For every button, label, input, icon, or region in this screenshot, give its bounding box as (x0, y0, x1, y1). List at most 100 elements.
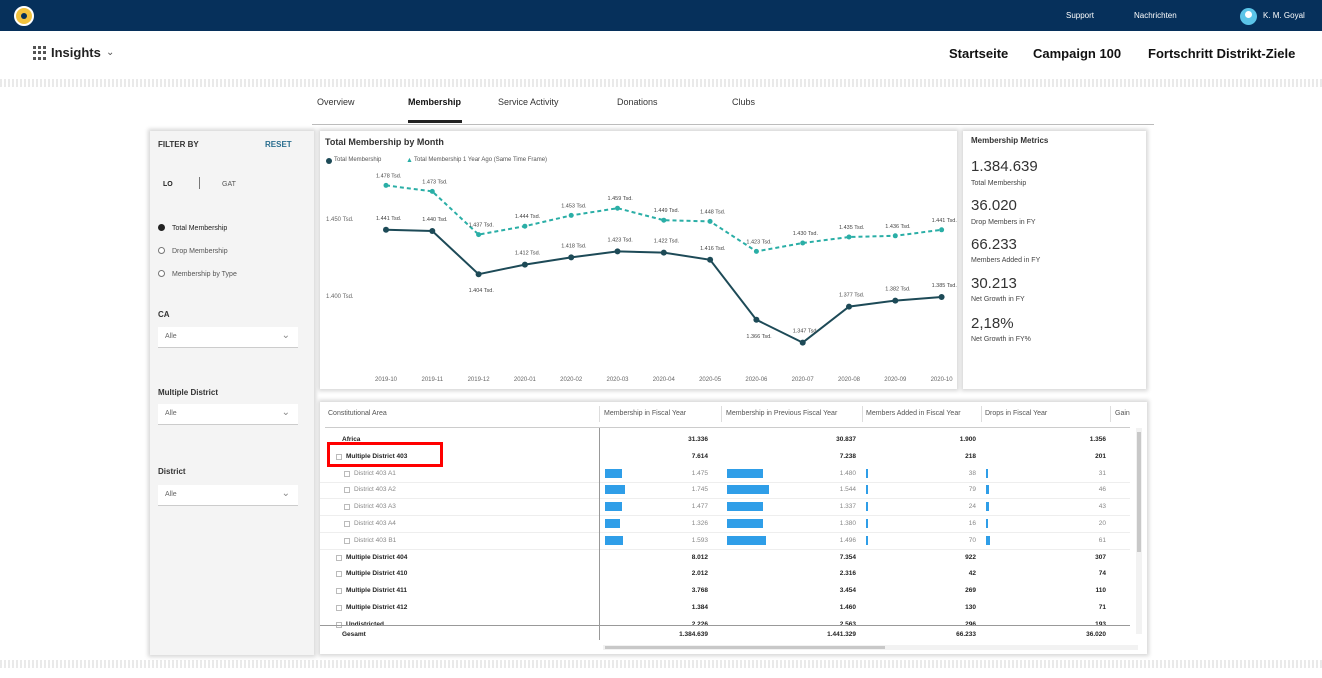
scrollbar-thumb[interactable] (1137, 432, 1141, 552)
horizontal-scrollbar[interactable] (603, 645, 1138, 650)
row-value: 20 (1098, 520, 1106, 527)
vertical-scrollbar[interactable] (1136, 428, 1142, 634)
tab-service-activity[interactable]: Service Activity (498, 97, 559, 107)
lions-logo[interactable] (14, 6, 34, 26)
data-label: 1.385 Tsd. (932, 283, 957, 289)
table-row[interactable]: Multiple District 410 2.012 2.316 42 74 (320, 565, 1130, 582)
row-label: District 403 A3 (354, 503, 396, 511)
district-dropdown[interactable]: Alle ⌄ (158, 485, 298, 506)
table-row[interactable]: Multiple District 403 7.614 7.238 218 201 (320, 448, 1130, 465)
nav-fortschritt[interactable]: Fortschritt Distrikt-Ziele (1148, 46, 1296, 61)
tab-clubs[interactable]: Clubs (732, 97, 756, 107)
nav-campaign-100[interactable]: Campaign 100 (1033, 46, 1122, 61)
row-label: Multiple District 411 (346, 587, 408, 595)
expand-icon[interactable] (336, 621, 342, 628)
scrollbar-thumb[interactable] (605, 646, 885, 649)
row-value: 218 (965, 452, 976, 460)
row-value: 16 (968, 520, 976, 527)
data-label: 1.366 Tsd. (746, 334, 772, 340)
legend-dot-icon (326, 158, 332, 164)
table-row[interactable]: Undistricted 2.226 2.563 296 193 (320, 616, 1130, 633)
data-point (799, 339, 806, 346)
table-row[interactable]: Africa 31.336 30.837 1.900 1.356 (320, 431, 1130, 448)
data-label: 1.430 Tsd. (793, 231, 819, 237)
row-label: District 403 B1 (354, 536, 397, 544)
data-point (800, 240, 806, 246)
table-row[interactable]: District 403 A2 1.745 1.544 79 46 (320, 481, 1130, 500)
table-row[interactable]: District 403 B1 1.593 1.496 70 61 (320, 532, 1130, 550)
chevron-down-icon[interactable]: ⌄ (106, 47, 115, 58)
data-point (892, 297, 899, 304)
chevron-down-icon: ⌄ (281, 330, 290, 341)
radio-membership-by-type[interactable] (158, 270, 165, 277)
x-tick-label: 2020-06 (745, 377, 768, 383)
toggle-gat[interactable]: GAT (222, 181, 236, 188)
expand-icon[interactable] (336, 588, 342, 595)
table-row[interactable]: District 403 A1 1.475 1.480 38 31 (320, 465, 1130, 483)
table-row[interactable]: Multiple District 411 3.768 3.454 269 110 (320, 582, 1130, 599)
data-label: 1.444 Tsd. (515, 214, 541, 220)
column-header[interactable]: Members Added in Fiscal Year (866, 410, 961, 417)
user-avatar-icon[interactable] (1240, 8, 1257, 25)
metrics-title: Membership Metrics (971, 136, 1049, 145)
table-row[interactable]: Multiple District 412 1.384 1.460 130 71 (320, 599, 1130, 616)
data-point (707, 256, 714, 263)
expand-icon[interactable] (344, 504, 350, 511)
row-value: 79 (968, 486, 976, 494)
data-bar (986, 502, 989, 512)
x-tick-label: 2019-11 (422, 377, 444, 383)
table-row[interactable]: District 403 A4 1.326 1.380 16 20 (320, 515, 1130, 533)
app-launcher-icon[interactable] (33, 46, 47, 60)
expand-icon[interactable] (344, 521, 350, 527)
column-separator (721, 406, 722, 422)
data-bar (605, 485, 625, 495)
expand-icon[interactable] (336, 605, 342, 611)
row-value: 74 (1098, 570, 1106, 578)
nav-startseite[interactable]: Startseite (949, 46, 1009, 61)
chart-panel: Total Membership by Month Total Membersh… (320, 131, 957, 389)
expand-icon[interactable] (344, 470, 350, 477)
data-point (661, 217, 667, 223)
column-header[interactable]: Membership in Previous Fiscal Year (726, 410, 838, 417)
data-label: 1.416 Tsd. (700, 246, 726, 252)
expand-icon[interactable] (344, 537, 350, 544)
expand-icon[interactable] (336, 554, 342, 561)
data-bar (727, 502, 763, 512)
column-header[interactable]: Drops in Fiscal Year (985, 410, 1048, 417)
app-title[interactable]: Insights (51, 45, 101, 60)
multiple-district-dropdown[interactable]: Alle ⌄ (158, 404, 298, 425)
toggle-lo[interactable]: LO (163, 181, 173, 188)
support-link[interactable]: Support (1066, 11, 1095, 20)
expand-icon[interactable] (336, 453, 342, 460)
data-label: 1.423 Tsd. (746, 239, 772, 245)
tab-membership[interactable]: Membership (408, 97, 462, 107)
reset-button[interactable]: RESET (265, 140, 292, 149)
ca-dropdown[interactable]: Alle ⌄ (158, 327, 298, 348)
filter-title: FILTER BY (158, 140, 199, 149)
table-row[interactable]: District 403 A3 1.477 1.337 24 43 (320, 498, 1130, 517)
legend-item: Total Membership (334, 157, 382, 163)
column-header[interactable]: Gain (1115, 410, 1130, 417)
row-label: District 403 A2 (354, 486, 396, 494)
tab-divider (312, 124, 1154, 125)
data-point (568, 254, 575, 261)
tab-donations[interactable]: Donations (617, 97, 658, 107)
user-name[interactable]: K. M. Goyal (1263, 11, 1305, 20)
total-value: 36.020 (1086, 631, 1106, 638)
data-label: 1.435 Tsd. (839, 225, 865, 231)
data-label: 1.453 Tsd. (561, 203, 587, 209)
radio-drop-membership[interactable] (158, 247, 165, 254)
table-row[interactable]: Multiple District 404 8.012 7.354 922 307 (320, 549, 1130, 566)
data-bar (727, 535, 766, 545)
data-bar (605, 502, 622, 512)
expand-icon[interactable] (344, 487, 350, 494)
option-label: Total Membership (172, 225, 228, 232)
metric-label: Net Growth in FY (971, 296, 1025, 303)
messages-link[interactable]: Nachrichten (1134, 11, 1177, 20)
column-header[interactable]: Constitutional Area (328, 410, 387, 417)
option-label: Drop Membership (172, 248, 228, 255)
expand-icon[interactable] (336, 571, 342, 578)
radio-total-membership[interactable] (158, 224, 165, 231)
tab-overview[interactable]: Overview (317, 97, 355, 107)
column-header[interactable]: Membership in Fiscal Year (604, 410, 687, 417)
